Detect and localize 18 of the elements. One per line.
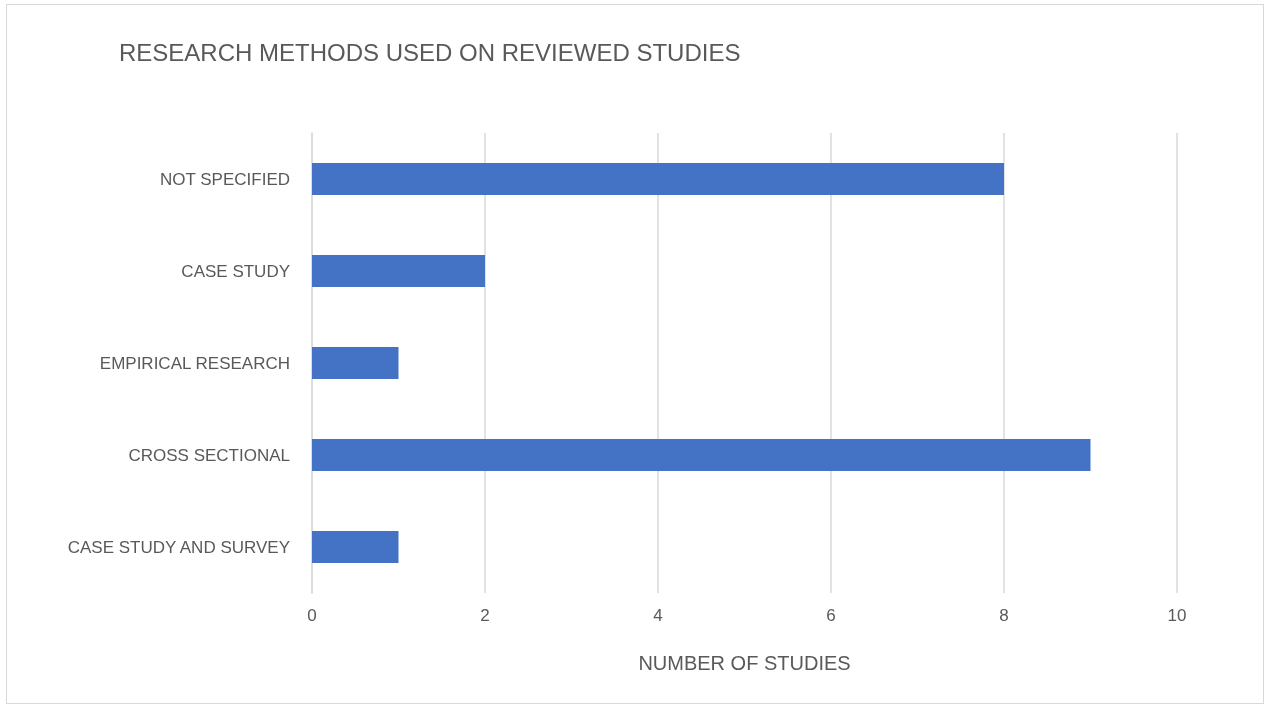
y-tick-label: CASE STUDY AND SURVEY [67,537,290,557]
x-tick-label: 6 [826,606,836,625]
bar [312,254,485,288]
y-tick-label: CASE STUDY [181,261,290,281]
bar [312,438,1091,472]
y-tick-label: EMPIRICAL RESEARCH [99,353,290,373]
x-tick-label: 0 [307,606,317,625]
x-tick-label: 4 [653,606,663,625]
x-tick-label: 8 [999,606,1009,625]
x-tick-label: 2 [480,606,490,625]
bar [312,346,399,380]
chart-title: RESEARCH METHODS USED ON REVIEWED STUDIES [119,38,741,66]
x-tick-label: 10 [1167,606,1187,625]
bar [312,530,399,564]
y-tick-label: CROSS SECTIONAL [128,445,290,465]
y-tick-label: NOT SPECIFIED [159,169,290,189]
bar [312,162,1004,196]
x-axis-title: NUMBER OF STUDIES [638,652,851,674]
